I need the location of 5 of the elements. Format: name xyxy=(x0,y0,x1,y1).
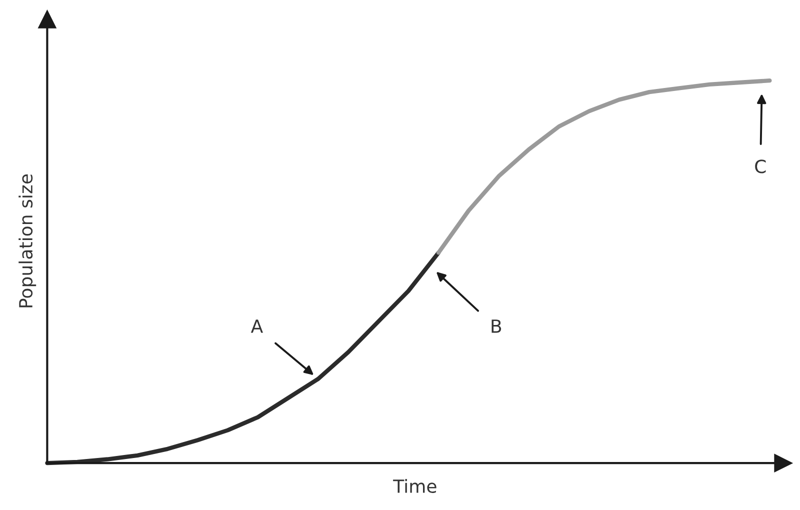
annotation: A xyxy=(250,320,263,333)
annotation: C xyxy=(755,160,766,174)
y-axis-title: Population size xyxy=(18,174,36,308)
x-axis-title: Time xyxy=(393,479,436,494)
annotation: B xyxy=(492,320,502,333)
